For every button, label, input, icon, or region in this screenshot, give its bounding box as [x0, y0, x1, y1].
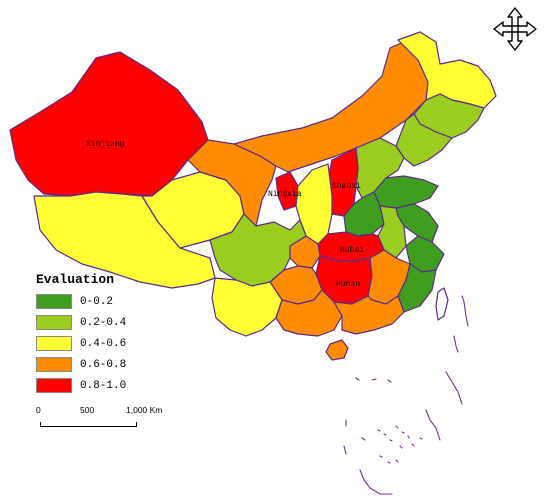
scale-label-1000: 1,000 Km — [126, 405, 163, 415]
region-chongqing — [289, 235, 321, 269]
label-shanxi: Shanxi — [332, 182, 361, 191]
scale-bar: 0 500 1,000 Km — [30, 405, 190, 435]
map-legend: Evaluation 0-0.2 0.2-0.4 0.4-0.6 0.6-0.8… — [36, 272, 126, 396]
legend-label: 0.6-0.8 — [80, 358, 127, 371]
legend-label: 0.8-1.0 — [80, 379, 127, 392]
region-hainan — [325, 339, 349, 361]
legend-swatch — [36, 294, 72, 309]
region-shandong — [373, 175, 439, 209]
legend-item: 0.4-0.6 — [36, 333, 126, 354]
region-xinjiang — [9, 51, 209, 197]
legend-label: 0.4-0.6 — [80, 337, 127, 350]
label-hubei: Hubei — [340, 246, 364, 255]
region-anhui — [377, 205, 407, 259]
scale-line — [40, 422, 137, 427]
legend-item: 0-0.2 — [36, 291, 126, 312]
label-ningxia: Ningxia — [268, 190, 302, 199]
legend-label: 0.2-0.4 — [80, 316, 127, 329]
south-china-sea-islands — [343, 295, 469, 495]
legend-label: 0-0.2 — [80, 295, 114, 308]
legend-item: 0.8-1.0 — [36, 375, 126, 396]
label-hunan: Hunan — [336, 280, 360, 289]
label-xinjiang: Xinjiang — [86, 140, 125, 149]
scale-label-500: 500 — [80, 405, 95, 415]
region-yunnan — [211, 277, 283, 337]
four-arrow-compass-icon — [493, 7, 537, 51]
legend-item: 0.2-0.4 — [36, 312, 126, 333]
legend-swatch — [36, 378, 72, 393]
legend-swatch — [36, 336, 72, 351]
region-taiwan — [435, 287, 449, 321]
legend-title: Evaluation — [36, 272, 115, 287]
region-sichuan — [209, 213, 307, 287]
legend-swatch — [36, 315, 72, 330]
legend-item: 0.6-0.8 — [36, 354, 126, 375]
legend-swatch — [36, 357, 72, 372]
scale-label-0: 0 — [36, 405, 41, 415]
region-guangdong — [333, 295, 405, 335]
region-heilongjiang — [397, 31, 497, 109]
